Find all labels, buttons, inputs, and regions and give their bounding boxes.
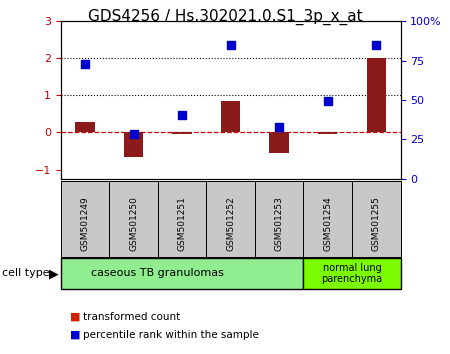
Bar <box>61 181 109 257</box>
Text: transformed count: transformed count <box>83 312 180 322</box>
Bar <box>270 132 289 153</box>
Text: ▶: ▶ <box>49 267 58 280</box>
Bar <box>303 258 400 289</box>
Text: GSM501252: GSM501252 <box>226 196 235 251</box>
Text: GSM501251: GSM501251 <box>178 196 187 251</box>
Text: normal lung
parenchyma: normal lung parenchyma <box>321 263 382 284</box>
Text: GSM501249: GSM501249 <box>81 196 90 251</box>
Bar <box>352 181 400 257</box>
Bar <box>109 181 158 257</box>
Bar <box>318 132 338 134</box>
Point <box>179 112 186 118</box>
Bar <box>61 258 303 289</box>
Bar <box>172 132 192 134</box>
Bar <box>207 181 255 257</box>
Text: percentile rank within the sample: percentile rank within the sample <box>83 330 259 339</box>
Text: cell type: cell type <box>2 268 50 279</box>
Point <box>373 42 380 48</box>
Text: GSM501255: GSM501255 <box>372 196 381 251</box>
Bar <box>303 181 352 257</box>
Point <box>227 42 234 48</box>
Point <box>324 98 331 104</box>
Point <box>130 131 137 137</box>
Bar <box>124 132 143 156</box>
Text: ■: ■ <box>70 312 80 322</box>
Text: GSM501253: GSM501253 <box>274 196 284 251</box>
Bar <box>158 181 207 257</box>
Bar <box>367 58 386 132</box>
Point <box>275 124 283 130</box>
Bar <box>75 122 95 132</box>
Point <box>81 61 89 67</box>
Text: GSM501250: GSM501250 <box>129 196 138 251</box>
Text: GDS4256 / Hs.302021.0.S1_3p_x_at: GDS4256 / Hs.302021.0.S1_3p_x_at <box>88 9 362 25</box>
Text: caseous TB granulomas: caseous TB granulomas <box>91 268 224 279</box>
Text: ■: ■ <box>70 330 80 339</box>
Bar <box>255 181 303 257</box>
Text: GSM501254: GSM501254 <box>323 196 332 251</box>
Bar <box>221 101 240 132</box>
